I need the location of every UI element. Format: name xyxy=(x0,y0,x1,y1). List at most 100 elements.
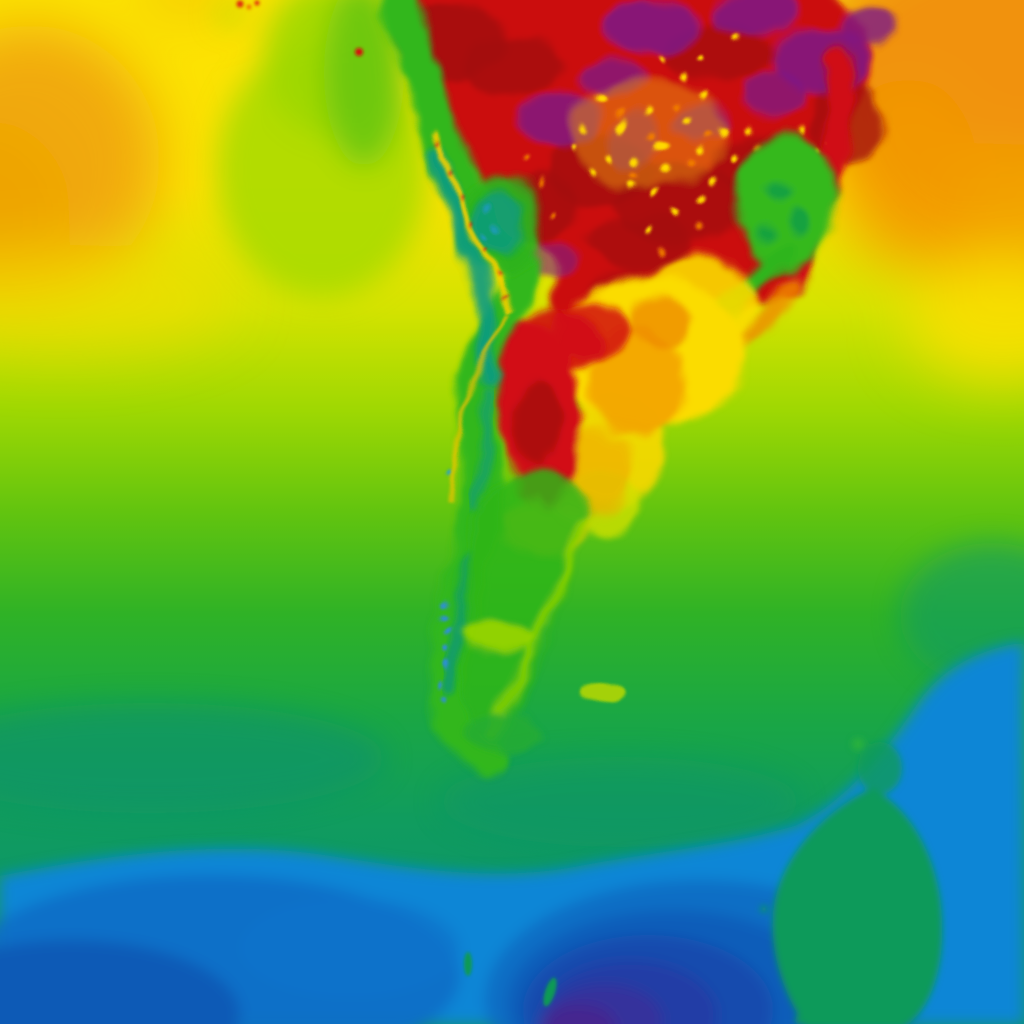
andes-teal-core-north xyxy=(427,143,501,385)
island-hotspot xyxy=(236,0,244,8)
island-dot-3 xyxy=(795,1015,805,1024)
speckle xyxy=(659,53,665,59)
cold-core-indigo xyxy=(540,1004,616,1024)
speckle xyxy=(652,192,660,200)
patagonia-coast-fringe xyxy=(489,519,591,743)
desert-red-dot xyxy=(457,193,463,199)
speckle xyxy=(738,36,746,44)
purple-hot-1 xyxy=(604,0,700,52)
desert-red-dot xyxy=(500,295,506,301)
tierra-del-fuego xyxy=(467,717,543,753)
speckle xyxy=(688,158,696,166)
speckle xyxy=(553,207,559,213)
island-hotspot xyxy=(254,0,260,6)
desert-fringe-south xyxy=(449,318,511,506)
andes-lakes xyxy=(438,202,506,703)
dark-red-2 xyxy=(467,36,563,96)
speckle xyxy=(668,102,676,110)
altiplano-speck xyxy=(486,202,494,210)
purple-hot-4 xyxy=(842,8,894,48)
speckle xyxy=(798,128,806,136)
speckle xyxy=(698,146,706,154)
lake-speck xyxy=(447,469,453,475)
patagonia-land xyxy=(460,470,588,752)
subantarctic-islands xyxy=(464,952,557,1007)
speckle xyxy=(698,58,706,66)
warm-eddy-neck xyxy=(858,742,902,794)
deep-water-corner xyxy=(0,940,240,1024)
ocean-cool-streaks xyxy=(0,543,1024,847)
coastal-desert-fringe xyxy=(431,129,513,506)
purple-hot-2 xyxy=(714,0,798,36)
warm-eddy-southeast xyxy=(760,738,943,1024)
andes-teal-core-mid xyxy=(471,386,495,512)
speckle xyxy=(698,92,706,100)
speckle xyxy=(708,178,716,186)
purple-hot-8 xyxy=(742,74,802,118)
pacific-cool-tongue xyxy=(217,0,427,298)
deep-water-patch xyxy=(240,898,460,998)
highlands-dark-1 xyxy=(764,178,792,198)
cool-streak-center xyxy=(440,757,800,847)
speckle xyxy=(612,112,620,120)
speckle xyxy=(696,196,704,204)
desert-red-dot xyxy=(434,137,440,143)
speckle xyxy=(641,110,649,118)
speckle xyxy=(682,116,690,124)
subantarctic-island-2 xyxy=(543,977,557,1007)
lake-speck xyxy=(438,614,446,622)
yellow-band-west xyxy=(0,245,235,355)
altiplano-speck xyxy=(498,220,506,228)
argentina-dark-core xyxy=(512,384,560,464)
speckle xyxy=(517,157,523,163)
speckle xyxy=(730,152,738,160)
interior-orange-north xyxy=(630,294,690,346)
speckle xyxy=(696,226,704,234)
speckle xyxy=(616,122,628,134)
southern-ocean xyxy=(0,642,1024,1024)
speckle xyxy=(628,182,636,190)
lake-speck xyxy=(442,630,450,638)
speckle xyxy=(535,183,541,189)
desert-red-dot xyxy=(469,219,475,225)
warm-eddy-body xyxy=(772,788,943,1024)
argentina-red-north-2 xyxy=(520,312,600,372)
patagonia xyxy=(459,470,591,753)
desert-red-dot xyxy=(481,247,487,253)
island-dot-1 xyxy=(852,738,864,750)
speckle xyxy=(632,172,640,180)
speckle xyxy=(635,157,645,167)
highlands-dark-2 xyxy=(786,206,810,238)
speckle xyxy=(593,95,603,105)
cool-streak-left xyxy=(0,703,385,813)
speckle xyxy=(717,127,727,137)
speckle xyxy=(656,140,668,152)
speckle xyxy=(678,72,686,80)
lake-speck xyxy=(438,683,444,689)
island-hotspot xyxy=(246,4,252,10)
altiplano-speck xyxy=(482,230,490,238)
dark-red-8 xyxy=(588,218,692,270)
speckle xyxy=(578,128,586,136)
speckle xyxy=(588,168,596,176)
desert-red-dot xyxy=(447,169,453,175)
speckle xyxy=(663,167,673,177)
lake-speck xyxy=(443,664,451,672)
highlands-dark-3 xyxy=(752,224,772,240)
south-america-landmass xyxy=(381,0,894,776)
falkland-islands xyxy=(585,682,625,702)
cool-speck-top xyxy=(218,5,242,23)
lake-speck xyxy=(440,600,448,608)
subantarctic-island-1 xyxy=(464,952,472,976)
warm-patch-top xyxy=(148,0,222,8)
speckle xyxy=(569,149,575,155)
yellow-band-east xyxy=(907,258,1024,382)
galapagos-hotspot xyxy=(355,48,363,56)
speckle xyxy=(644,226,652,234)
speckle xyxy=(744,126,752,134)
patagonia-bright-band xyxy=(459,620,535,652)
speckle xyxy=(656,246,664,254)
speckle xyxy=(608,152,616,160)
